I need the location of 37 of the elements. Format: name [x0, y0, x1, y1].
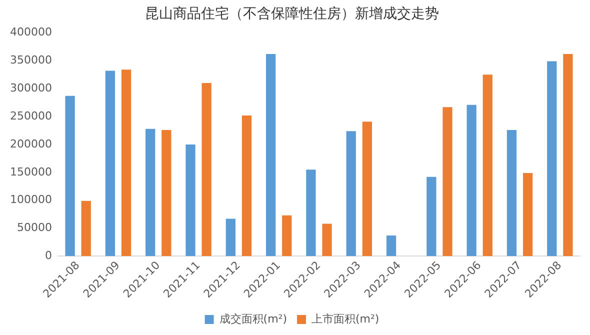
legend-label: 成交面积(m²) [219, 312, 288, 326]
bar [186, 144, 196, 256]
y-tick-label: 0 [44, 249, 52, 262]
bar [547, 61, 557, 256]
bar [346, 131, 356, 256]
y-tick-label: 350000 [10, 54, 52, 67]
bar [162, 130, 172, 256]
bar [226, 218, 236, 256]
bar [105, 70, 116, 256]
bar [266, 54, 276, 256]
bar [442, 107, 452, 256]
bar [506, 130, 517, 256]
y-tick-label: 250000 [10, 109, 52, 122]
y-tick-label: 50000 [16, 221, 52, 234]
bar [322, 224, 332, 256]
bar [386, 236, 396, 256]
bar [362, 122, 372, 256]
bar [466, 104, 476, 256]
legend-label: 上市面积(m²) [312, 312, 380, 326]
bar [426, 176, 436, 256]
y-tick-label: 400000 [10, 26, 52, 39]
bar [522, 172, 533, 256]
y-tick-label: 300000 [10, 82, 52, 94]
y-tick-label: 200000 [10, 137, 52, 150]
y-tick-label: 100000 [10, 193, 52, 206]
bar [121, 70, 132, 256]
bar [242, 115, 252, 256]
bar [563, 54, 573, 256]
bar [65, 96, 75, 256]
bar [81, 200, 91, 256]
chart-title: 昆山商品住宅（不含保障性住房）新增成交走势 [145, 6, 439, 22]
bar [202, 83, 212, 256]
y-tick-label: 150000 [10, 165, 52, 178]
bar [306, 170, 316, 256]
bar [482, 74, 492, 256]
bar [282, 215, 292, 256]
bar [146, 128, 156, 256]
